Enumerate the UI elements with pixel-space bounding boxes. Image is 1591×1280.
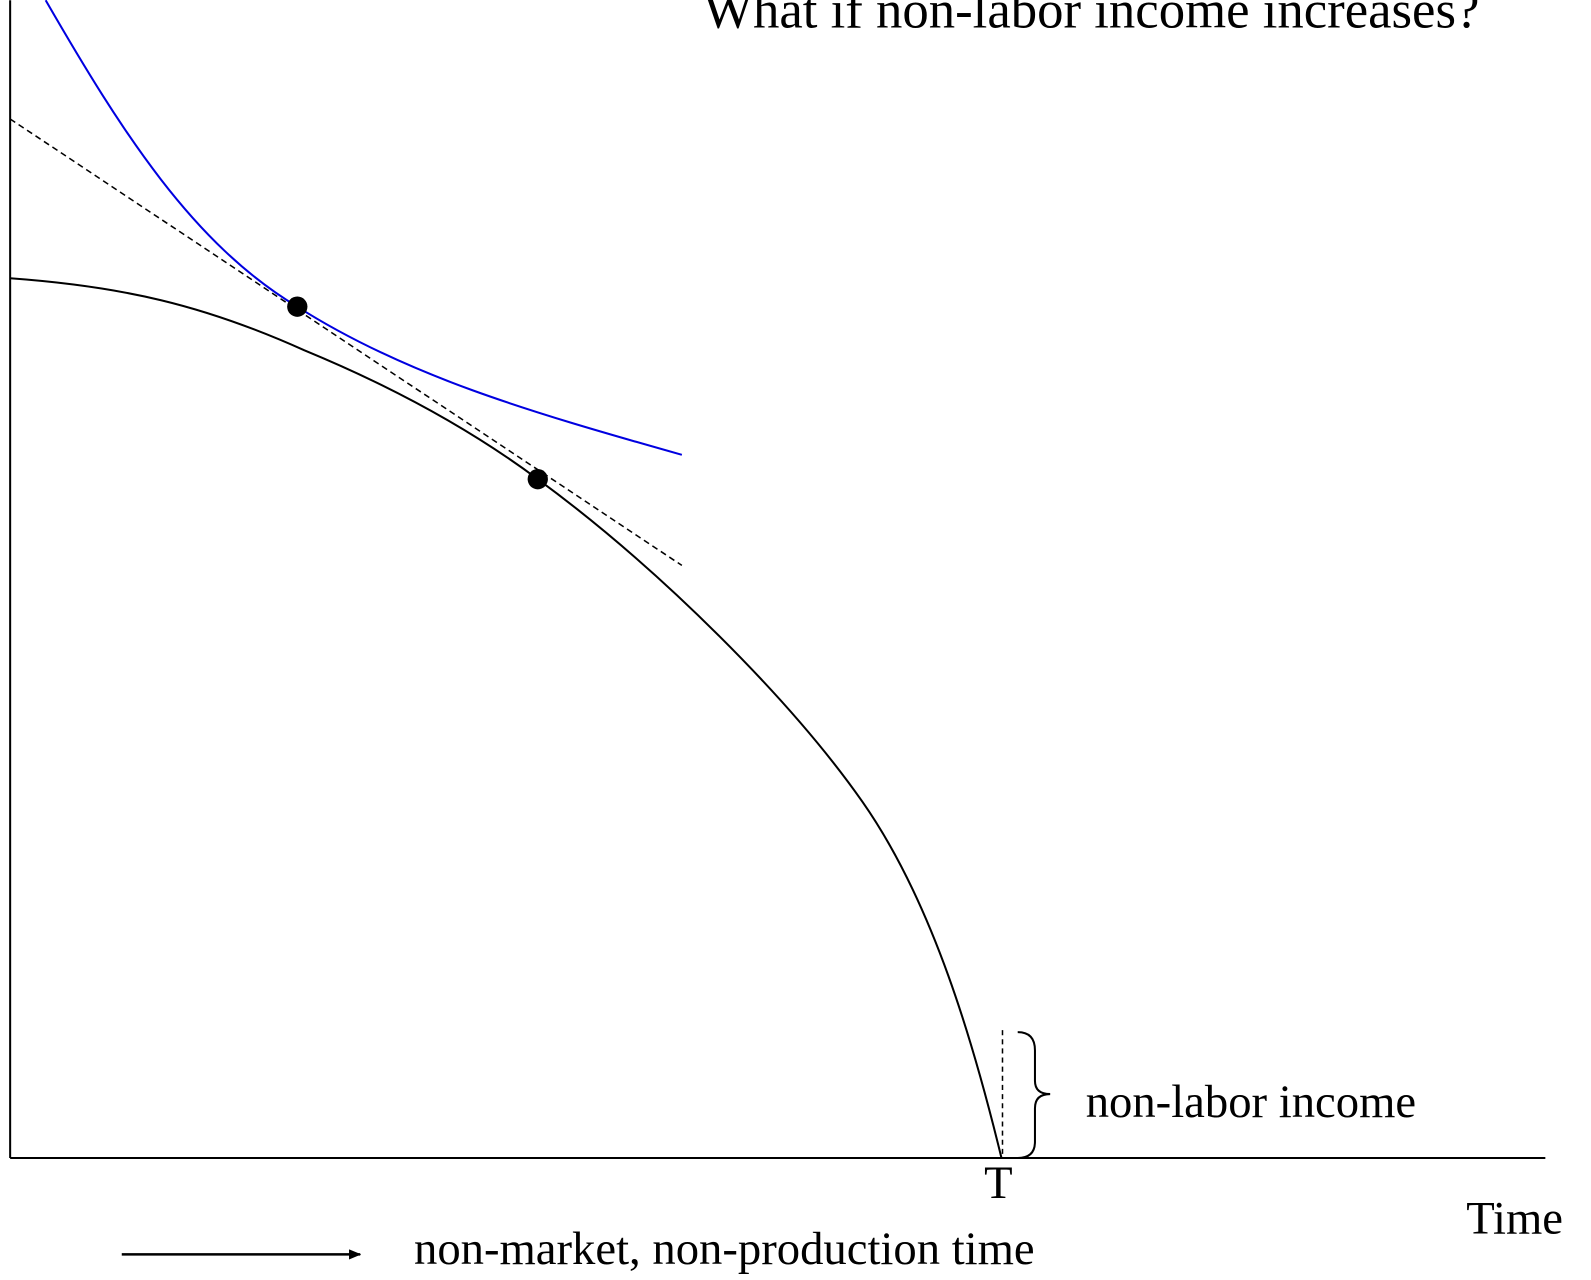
production-frontier [10, 277, 1003, 1159]
indifference-curve [44, 0, 683, 456]
t-label: T [984, 1157, 1013, 1209]
production-point [527, 469, 548, 490]
arrow-note: non-market, non-production time [414, 1223, 1035, 1275]
non-labor-income-label: non-labor income [1086, 1076, 1416, 1128]
title: What if non-labor income increases? [703, 0, 1479, 40]
consumption-point [287, 296, 308, 317]
time-label: Time [1466, 1193, 1563, 1245]
budget-line [9, 118, 683, 567]
brace [1017, 1031, 1051, 1160]
